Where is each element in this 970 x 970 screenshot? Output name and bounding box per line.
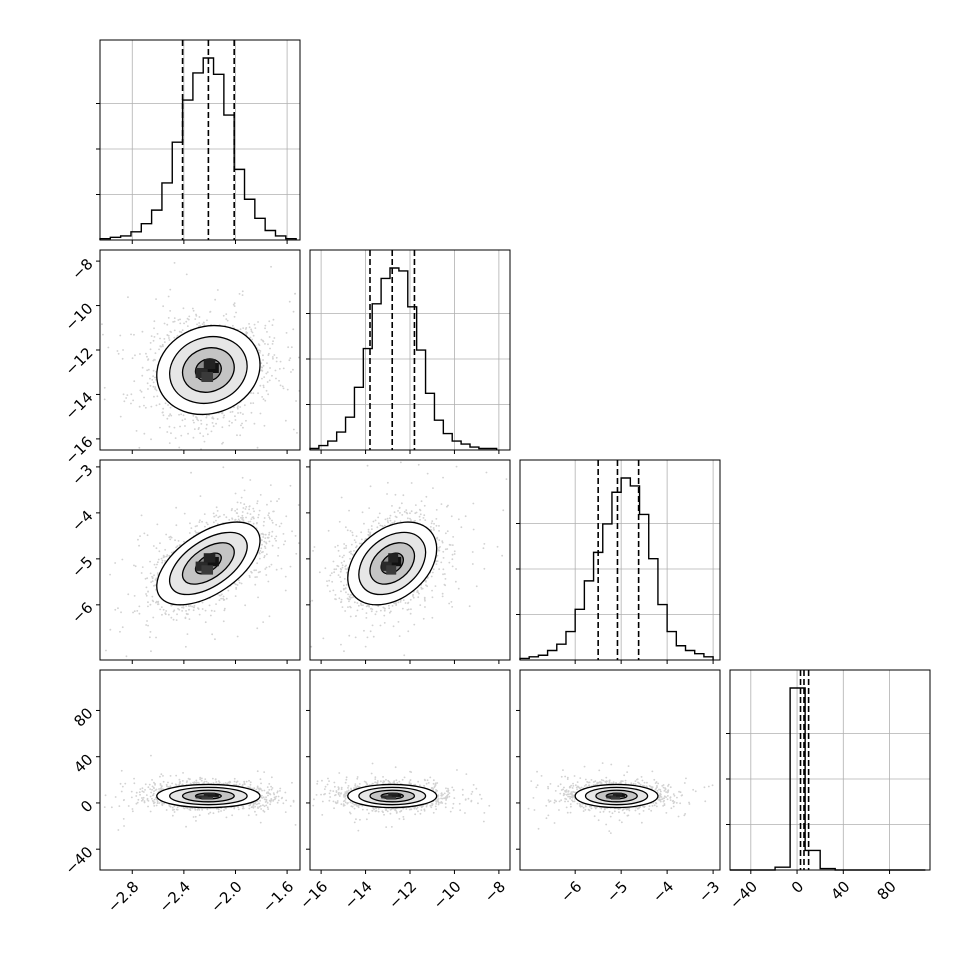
panel-frame bbox=[519, 459, 721, 661]
y-tick-label: 40 bbox=[70, 751, 96, 777]
pair-panel-1-3 bbox=[309, 669, 511, 871]
y-tick-label: −12 bbox=[61, 344, 96, 379]
density-core bbox=[195, 359, 219, 382]
x-tick-label: −2.4 bbox=[156, 878, 194, 916]
density-block bbox=[388, 792, 399, 796]
density-block bbox=[201, 372, 214, 382]
x-tick-label: −4 bbox=[649, 878, 677, 906]
density-block bbox=[195, 561, 208, 571]
density-block bbox=[203, 553, 216, 563]
pair-panel-0-3 bbox=[99, 669, 301, 871]
y-tick-label: −6 bbox=[68, 599, 96, 627]
x-tick-label: −2.8 bbox=[104, 878, 142, 916]
x-tick-label: −40 bbox=[726, 878, 761, 913]
x-tick-label: −14 bbox=[341, 878, 376, 913]
panel-frame bbox=[99, 39, 301, 241]
histogram-panel-0 bbox=[96, 39, 301, 241]
density-block bbox=[386, 565, 397, 575]
panel-frame bbox=[99, 459, 301, 661]
y-tick-label: −16 bbox=[61, 433, 96, 468]
pair-panel-0-2 bbox=[99, 459, 301, 661]
density-core bbox=[381, 792, 402, 800]
pair-panel-0-1 bbox=[99, 249, 301, 451]
density-block bbox=[203, 792, 216, 796]
density-block bbox=[612, 792, 623, 796]
density-core bbox=[195, 553, 219, 575]
density-block bbox=[201, 796, 214, 800]
x-tick-label: 80 bbox=[874, 878, 900, 904]
x-tick-label: −1.6 bbox=[259, 878, 297, 916]
histogram-step-1 bbox=[309, 267, 498, 450]
panel-frame bbox=[309, 669, 511, 871]
histogram-step-0 bbox=[99, 57, 297, 240]
density-block bbox=[195, 368, 208, 378]
density-block bbox=[386, 796, 397, 800]
histogram-panel-1 bbox=[306, 249, 511, 451]
x-tick-label: −3 bbox=[695, 878, 723, 906]
density-core bbox=[195, 792, 219, 800]
y-tick-label: −40 bbox=[61, 843, 96, 878]
x-tick-label: −16 bbox=[296, 878, 331, 913]
pair-panel-2-3 bbox=[519, 669, 721, 871]
x-tick-label: −12 bbox=[385, 878, 420, 913]
y-tick-label: −14 bbox=[61, 388, 96, 423]
y-tick-label: −5 bbox=[68, 553, 96, 581]
histogram-panel-3 bbox=[726, 669, 931, 871]
y-tick-label: −10 bbox=[61, 299, 96, 334]
panel-frame bbox=[729, 669, 931, 871]
x-tick-label: 0 bbox=[788, 878, 807, 897]
pair-panel-1-2 bbox=[309, 459, 511, 661]
panel-frame bbox=[99, 669, 301, 871]
density-block bbox=[203, 359, 216, 369]
density-block bbox=[195, 795, 208, 799]
x-tick-label: −6 bbox=[557, 878, 585, 906]
x-tick-label: −2.0 bbox=[207, 878, 245, 916]
x-tick-label: −5 bbox=[603, 878, 631, 906]
x-tick-label: 40 bbox=[827, 878, 853, 904]
histogram-step-2 bbox=[519, 477, 714, 660]
x-tick-label: −10 bbox=[430, 878, 465, 913]
histogram-panel-2 bbox=[516, 459, 721, 661]
density-block bbox=[388, 553, 399, 563]
panel-frame bbox=[519, 669, 721, 871]
density-block bbox=[610, 796, 621, 800]
y-tick-label: −4 bbox=[68, 507, 96, 535]
y-tick-label: 0 bbox=[77, 797, 96, 816]
density-core bbox=[381, 553, 402, 575]
density-block bbox=[201, 565, 214, 575]
y-tick-label: 80 bbox=[70, 704, 96, 730]
y-tick-label: −8 bbox=[68, 255, 96, 283]
density-core bbox=[606, 792, 625, 800]
x-tick-label: −8 bbox=[481, 878, 509, 906]
